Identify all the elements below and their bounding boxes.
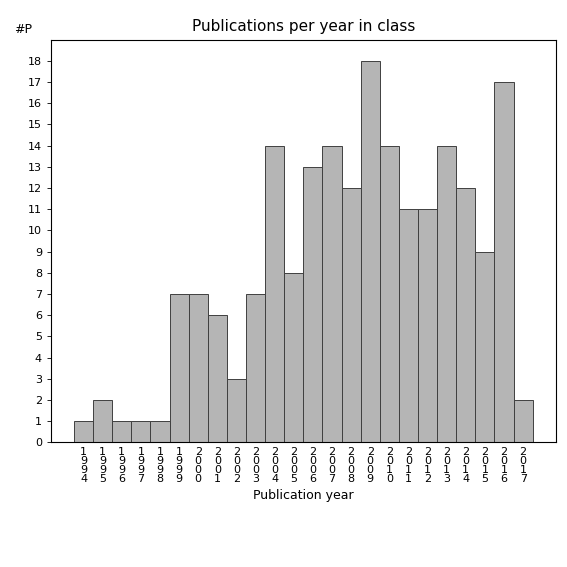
- X-axis label: Publication year: Publication year: [253, 489, 354, 502]
- Bar: [112, 421, 132, 442]
- Bar: [265, 146, 284, 442]
- Bar: [514, 400, 533, 442]
- Bar: [323, 146, 341, 442]
- Bar: [418, 209, 437, 442]
- Bar: [246, 294, 265, 442]
- Bar: [74, 421, 93, 442]
- Bar: [380, 146, 399, 442]
- Bar: [93, 400, 112, 442]
- Bar: [150, 421, 170, 442]
- Bar: [227, 379, 246, 442]
- Bar: [361, 61, 380, 442]
- Bar: [284, 273, 303, 442]
- Bar: [399, 209, 418, 442]
- Title: Publications per year in class: Publications per year in class: [192, 19, 415, 35]
- Bar: [132, 421, 150, 442]
- Bar: [341, 188, 361, 442]
- Bar: [475, 252, 494, 442]
- Bar: [303, 167, 323, 442]
- Bar: [208, 315, 227, 442]
- Bar: [189, 294, 208, 442]
- Y-axis label: #P: #P: [14, 23, 32, 36]
- Bar: [494, 82, 514, 442]
- Bar: [456, 188, 475, 442]
- Bar: [437, 146, 456, 442]
- Bar: [170, 294, 189, 442]
